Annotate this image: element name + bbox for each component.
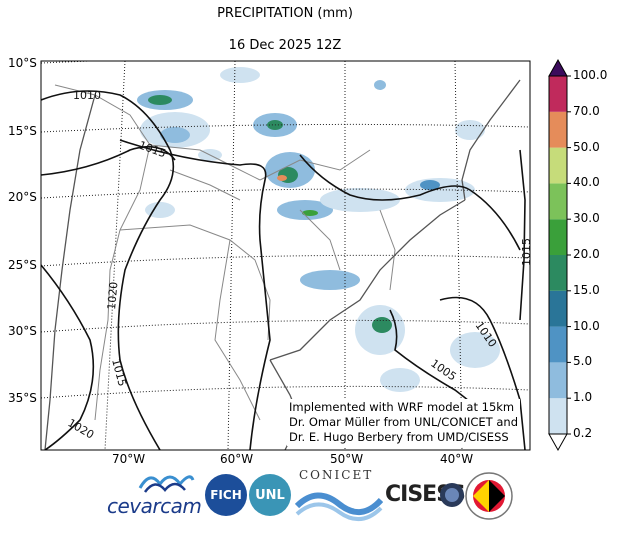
colorbar-tick-label: 0.2 bbox=[573, 426, 593, 440]
isobar-label: 1010 bbox=[73, 89, 101, 102]
lat-tick-label: 20°S bbox=[8, 190, 37, 204]
note-line: Implemented with WRF model at 15km bbox=[289, 400, 515, 414]
colorbar-segment bbox=[549, 147, 567, 184]
colorbar-segment bbox=[549, 183, 567, 220]
colorbar-segment bbox=[549, 111, 567, 148]
cisess-logo: CISESS bbox=[385, 476, 466, 520]
isobars bbox=[41, 90, 526, 450]
lon-tick-label: 40°W bbox=[440, 452, 474, 466]
colorbar-tick-label: 1.0 bbox=[573, 390, 593, 405]
colorbar-tick-label: 5.0 bbox=[573, 354, 593, 369]
graticule bbox=[41, 61, 530, 450]
fich-logo: FICH bbox=[205, 474, 247, 516]
colorbar-tick-label: 10.0 bbox=[573, 318, 600, 333]
lat-tick-label: 30°S bbox=[8, 324, 37, 338]
note-line: Dr. E. Hugo Berbery from UMD/CISESS bbox=[289, 430, 509, 444]
colorbar-extend-min bbox=[548, 433, 568, 452]
conicet-logo-text: CONICET bbox=[299, 468, 374, 482]
colorbar bbox=[548, 58, 571, 452]
model-credit-note: Implemented with WRF model at 15km Dr. O… bbox=[287, 399, 520, 446]
colorbar-segment bbox=[549, 326, 567, 363]
lon-tick-label: 50°W bbox=[330, 452, 364, 466]
isobar-label: 1015 bbox=[520, 238, 533, 266]
lat-tick-label: 25°S bbox=[8, 258, 37, 272]
colorbar-tick-label: 15.0 bbox=[573, 282, 600, 297]
lon-tick-label: 60°W bbox=[220, 452, 254, 466]
colorbar-extend-max bbox=[548, 58, 568, 77]
colorbar-segment bbox=[549, 219, 567, 255]
country-borders bbox=[54, 84, 396, 421]
map-frame bbox=[40, 60, 531, 451]
lat-tick-label: 35°S bbox=[8, 391, 37, 405]
colorbar-segment bbox=[549, 76, 567, 112]
map-subtitle: 16 Dec 2025 12Z bbox=[228, 38, 342, 53]
lat-tick-label: 10°S bbox=[8, 56, 37, 70]
umd-seal-logo bbox=[465, 472, 513, 520]
conicet-logo: CONICET bbox=[295, 468, 383, 523]
cevarcam-logo: cevarcam bbox=[105, 468, 202, 523]
isobar-label: 1020 bbox=[105, 281, 120, 310]
colorbar-segment bbox=[549, 398, 567, 434]
note-line: Dr. Omar Müller from UNL/CONICET and bbox=[289, 415, 518, 429]
colorbar-segment bbox=[549, 362, 567, 399]
colorbar-tick-label: 30.0 bbox=[573, 211, 600, 226]
logo-strip: cevarcam FICH UNL CONICET CISESS bbox=[105, 468, 525, 528]
colorbar-tick-label: 100.0 bbox=[573, 68, 608, 82]
colorbar-tick-label: 40.0 bbox=[573, 175, 600, 190]
colorbar-segment bbox=[549, 255, 567, 291]
lon-tick-label: 70°W bbox=[112, 452, 146, 466]
colorbar-tick-label: 50.0 bbox=[573, 139, 600, 154]
lat-tick-label: 15°S bbox=[8, 124, 37, 138]
cevarcam-logo-text: cevarcam bbox=[107, 494, 202, 518]
unl-logo: UNL bbox=[249, 474, 291, 516]
colorbar-tick-label: 70.0 bbox=[573, 103, 600, 118]
map-title: PRECIPITATION (mm) bbox=[217, 6, 353, 21]
colorbar-segment bbox=[549, 290, 567, 327]
colorbar-tick-label: 20.0 bbox=[573, 247, 600, 261]
